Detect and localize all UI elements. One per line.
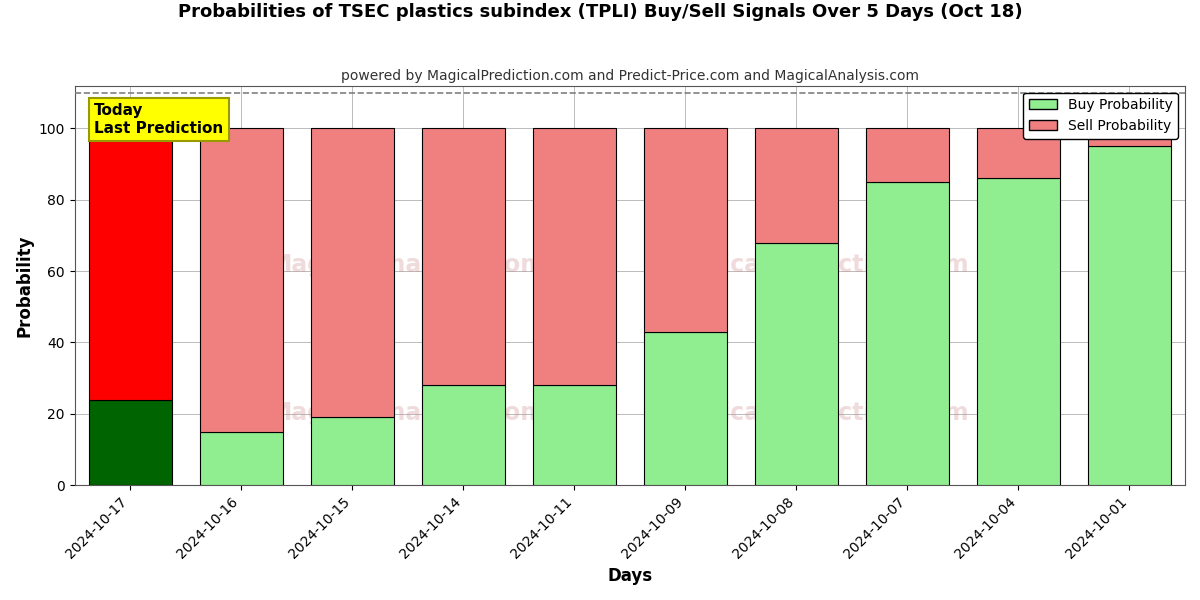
Bar [865,128,949,182]
Text: Probabilities of TSEC plastics subindex (TPLI) Buy/Sell Signals Over 5 Days (Oct: Probabilities of TSEC plastics subindex … [178,3,1022,21]
Bar [89,128,172,400]
Bar [755,242,838,485]
Text: MagicalPrediction.com: MagicalPrediction.com [667,401,970,425]
Bar [755,128,838,242]
Bar [977,128,1060,178]
Bar [421,385,505,485]
Text: MagicalAnalysis.com: MagicalAnalysis.com [269,401,546,425]
Y-axis label: Probability: Probability [16,234,34,337]
Title: powered by MagicalPrediction.com and Predict-Price.com and MagicalAnalysis.com: powered by MagicalPrediction.com and Pre… [341,69,919,83]
Bar [1088,128,1171,146]
Bar [977,178,1060,485]
Bar [1088,146,1171,485]
Legend: Buy Probability, Sell Probability: Buy Probability, Sell Probability [1024,92,1178,139]
Bar [199,431,283,485]
Bar [311,418,394,485]
Bar [643,332,727,485]
X-axis label: Days: Days [607,567,653,585]
Text: MagicalPrediction.com: MagicalPrediction.com [667,253,970,277]
Text: Today
Last Prediction: Today Last Prediction [94,103,223,136]
Bar [533,385,616,485]
Bar [421,128,505,385]
Bar [865,182,949,485]
Bar [311,128,394,418]
Bar [199,128,283,431]
Bar [533,128,616,385]
Bar [89,400,172,485]
Bar [643,128,727,332]
Text: MagicalAnalysis.com: MagicalAnalysis.com [269,253,546,277]
